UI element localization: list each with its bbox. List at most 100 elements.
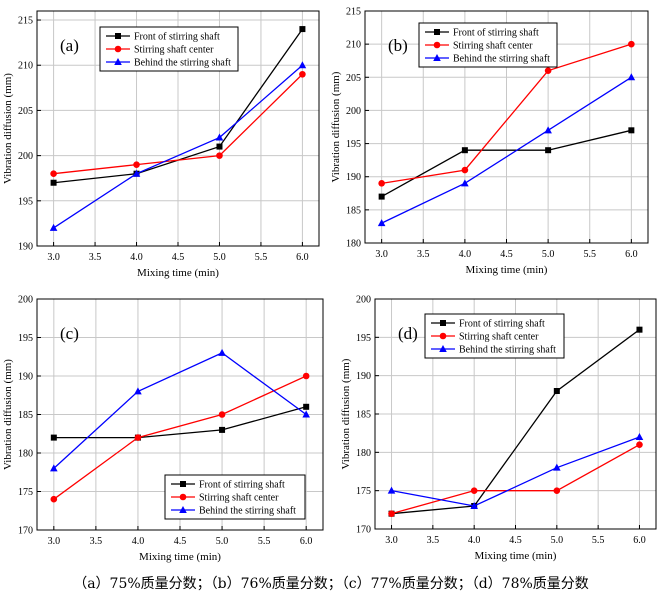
legend-swatch-marker xyxy=(114,45,122,53)
x-tick-label: 6.0 xyxy=(633,535,646,546)
series-3 xyxy=(377,73,636,227)
legend-swatch-marker xyxy=(180,481,186,487)
panel-label: (a) xyxy=(60,36,79,55)
x-tick-label: 5.0 xyxy=(216,536,229,547)
legend-entry: Front of stirring shaft xyxy=(134,32,220,43)
series-line xyxy=(381,129,632,198)
y-tick-label: 180 xyxy=(346,239,361,250)
series-line xyxy=(391,436,640,507)
x-tick-label: 5.5 xyxy=(583,249,596,260)
y-tick-label: 185 xyxy=(18,410,33,421)
x-tick-label: 5.0 xyxy=(551,535,564,546)
x-tick-label: 5.5 xyxy=(258,536,271,547)
series-1 xyxy=(378,127,635,200)
legend: Front of stirring shaft Stirring shaft ce… xyxy=(99,26,239,72)
legend-entry: Behind the stirring shaft xyxy=(199,506,296,517)
series-line xyxy=(53,406,307,439)
data-point xyxy=(377,219,386,227)
series-2 xyxy=(378,40,635,187)
data-point xyxy=(387,486,396,494)
legend: Front of stirring shaft Stirring shaft ce… xyxy=(424,313,565,359)
data-point xyxy=(218,348,226,356)
y-axis-label: Vibration diffusion (mm) xyxy=(2,73,14,184)
legend-swatch-marker xyxy=(433,54,441,61)
x-tick-label: 4.0 xyxy=(132,536,145,547)
data-point xyxy=(553,388,560,394)
y-tick-label: 190 xyxy=(18,372,33,383)
legend-entry: Stirring shaft center xyxy=(453,41,533,52)
y-axis-label: Vibration diffusion (mm) xyxy=(330,71,342,182)
x-tick-label: 6.0 xyxy=(300,536,313,547)
y-tick-label: 205 xyxy=(18,106,33,117)
x-axis-label: Mixing time (min) xyxy=(466,264,548,276)
series-line xyxy=(391,329,640,515)
data-point xyxy=(545,147,552,154)
data-point xyxy=(461,166,469,174)
data-point xyxy=(628,40,635,48)
series-line xyxy=(53,73,303,175)
data-point xyxy=(298,61,307,69)
series-3 xyxy=(387,433,644,509)
data-point xyxy=(303,403,310,410)
data-point xyxy=(461,147,468,154)
data-point xyxy=(50,464,58,472)
x-tick-label: 3.0 xyxy=(48,536,61,547)
data-point xyxy=(299,26,306,33)
y-tick-label: 180 xyxy=(18,449,33,460)
data-point xyxy=(388,510,395,517)
series-3 xyxy=(49,61,307,231)
x-tick-label: 3.5 xyxy=(427,535,440,546)
y-tick-label: 210 xyxy=(18,61,33,72)
series-3 xyxy=(50,348,310,472)
series-line xyxy=(53,375,307,500)
chart-panel-2: 3.0 3.5 4.0 4.5 5.0 5.5 6.0 180 185 190 195 200 205 2… xyxy=(330,7,649,276)
data-point xyxy=(132,169,141,177)
y-tick-label: 185 xyxy=(356,410,371,421)
panel-label: (b) xyxy=(388,36,408,55)
data-point xyxy=(544,126,552,134)
data-point xyxy=(299,70,306,78)
data-point xyxy=(470,487,478,494)
x-tick-label: 4.0 xyxy=(468,535,481,546)
legend-swatch-marker xyxy=(179,493,187,501)
legend-entry: Stirring shaft center xyxy=(134,45,214,56)
y-axis-label: Vibration diffusion (mm) xyxy=(2,359,14,470)
x-tick-label: 6.0 xyxy=(625,249,638,260)
chart-panel-3: 3.0 3.5 4.0 4.5 5.0 5.5 6.0 170 175 180 185 190 195 2… xyxy=(2,295,324,563)
x-tick-label: 4.5 xyxy=(500,249,513,260)
data-point xyxy=(215,133,224,141)
data-point xyxy=(553,487,561,494)
data-point xyxy=(219,426,226,433)
legend-swatch-marker xyxy=(433,41,441,49)
x-axis-label: Mixing time (min) xyxy=(475,550,557,562)
legend-entry: Front of stirring shaft xyxy=(453,28,539,39)
data-point xyxy=(133,161,140,168)
series-line xyxy=(381,43,632,184)
data-point xyxy=(628,127,635,134)
legend-swatch-marker xyxy=(440,320,446,326)
data-point xyxy=(544,67,552,74)
data-point xyxy=(627,73,636,81)
series-line xyxy=(53,352,307,469)
y-tick-label: 170 xyxy=(18,526,33,537)
chart-panel-1: 3.0 3.5 4.0 4.5 5.0 5.5 6.0 190 195 200 205 210 215 M… xyxy=(2,10,320,279)
data-point xyxy=(50,434,57,441)
y-tick-label: 175 xyxy=(356,486,371,497)
data-point xyxy=(134,434,142,441)
x-tick-label: 4.5 xyxy=(172,252,185,263)
data-point xyxy=(635,433,644,440)
legend-swatch-marker xyxy=(179,506,187,513)
x-tick-label: 6.0 xyxy=(296,252,309,263)
y-tick-label: 190 xyxy=(356,371,371,382)
legend-entry: Stirring shaft center xyxy=(459,332,539,343)
x-tick-label: 5.5 xyxy=(592,535,605,546)
data-point xyxy=(636,441,643,448)
legend-entry: Behind the stirring shaft xyxy=(459,345,556,356)
data-point xyxy=(378,180,385,187)
data-point xyxy=(378,193,385,200)
data-point xyxy=(302,372,310,380)
series-line xyxy=(53,64,303,229)
data-point xyxy=(50,170,57,177)
y-tick-label: 195 xyxy=(18,333,33,344)
